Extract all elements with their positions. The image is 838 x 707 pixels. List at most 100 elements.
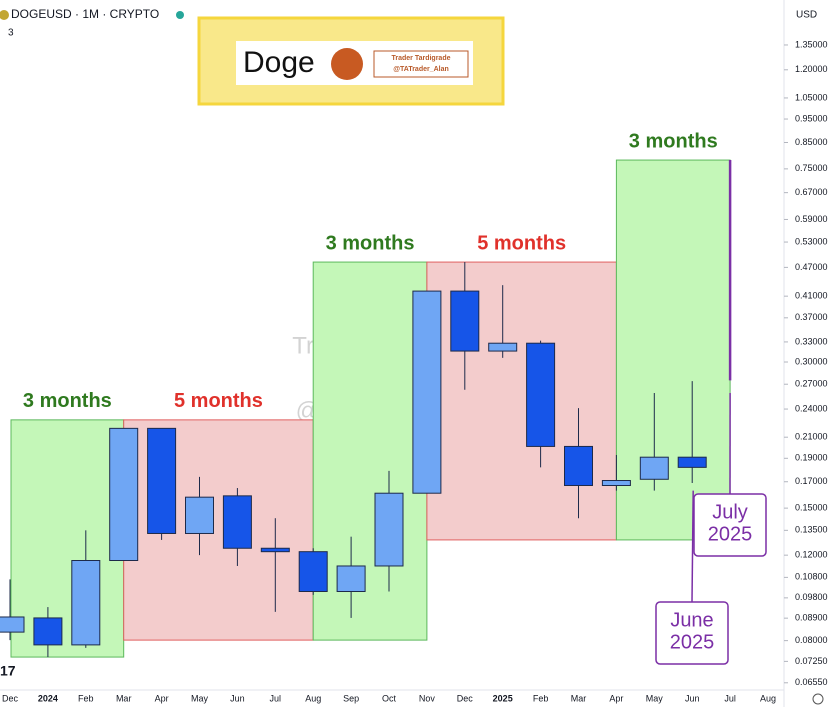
zone: [10, 419, 125, 658]
x-tick-label: Dec: [2, 693, 19, 703]
callout-text: 2025: [708, 523, 753, 545]
candle-body: [374, 492, 404, 567]
y-tick-label: 0.07250: [795, 656, 828, 666]
currency-label: USD: [796, 10, 817, 21]
logo-line: Trader Tardigrade: [391, 55, 450, 62]
callout-text: June: [670, 609, 713, 631]
y-tick-label: 0.30000: [795, 356, 828, 366]
candle-body: [336, 565, 366, 592]
x-tick-label: Sep: [343, 693, 359, 703]
y-tick-label: 0.21000: [795, 432, 828, 442]
candle-body: [564, 445, 593, 486]
x-tick-label: Jun: [230, 693, 245, 703]
candle-body: [601, 480, 631, 486]
x-tick-label: Apr: [155, 693, 169, 703]
logo-line: @TATrader_Alan: [393, 66, 449, 73]
y-tick-label: 0.33000: [795, 336, 828, 346]
candle-body: [677, 456, 707, 468]
candle-body: [185, 496, 214, 534]
candle-body: [412, 290, 442, 494]
x-tick-label: Oct: [382, 693, 397, 703]
x-tick-label: May: [646, 693, 664, 703]
y-tick-label: 0.37000: [795, 312, 828, 322]
x-tick-label: Mar: [116, 693, 132, 703]
candle-body: [488, 342, 518, 352]
y-tick-label: 0.13500: [795, 525, 828, 535]
callout-box: [655, 601, 729, 665]
y-tick-label: 1.05000: [795, 92, 828, 102]
candle-body: [33, 617, 63, 646]
x-tick-label: 2024: [38, 693, 58, 703]
logo: Doge Trader Tardigrade @TATrader_Alan: [197, 16, 505, 106]
y-tick-label: 0.10800: [795, 572, 828, 582]
y-tick-label: 0.12000: [795, 550, 828, 560]
y-tick-label: 0.27000: [795, 379, 828, 389]
callout-text: July: [712, 501, 748, 523]
y-tick-label: 0.24000: [795, 403, 828, 413]
x-tick-label: Jun: [685, 693, 700, 703]
x-tick-label: May: [191, 693, 209, 703]
zone-label: 5 months: [174, 390, 263, 412]
x-tick-label: Mar: [571, 693, 587, 703]
x-tick-label: Apr: [609, 693, 623, 703]
y-tick-label: 0.08900: [795, 613, 828, 623]
y-tick-label: 0.59000: [795, 214, 828, 224]
candle-body: [109, 427, 139, 562]
settings-icon[interactable]: [812, 693, 824, 705]
y-tick-label: 0.67000: [795, 187, 828, 197]
y-tick-label: 1.35000: [795, 39, 828, 49]
x-tick-label: 2025: [493, 693, 513, 703]
candle-body: [639, 456, 669, 480]
x-tick-label: Jul: [724, 693, 736, 703]
x-tick-label: Aug: [760, 693, 776, 703]
y-tick-label: 0.08000: [795, 635, 828, 645]
y-tick-label: 0.06550: [795, 677, 828, 687]
x-tick-label: Dec: [457, 693, 474, 703]
zone-label: 3 months: [326, 232, 415, 254]
y-tick-label: 1.20000: [795, 64, 828, 74]
x-tick-label: Nov: [419, 693, 436, 703]
candle-body: [260, 547, 290, 553]
zone: [615, 159, 731, 541]
candle-body: [526, 342, 556, 447]
callout-text: 2025: [670, 631, 715, 653]
candle-body: [147, 427, 177, 534]
y-tick-label: 0.95000: [795, 113, 828, 123]
candle-body: [298, 551, 328, 592]
y-tick-label: 0.19000: [795, 453, 828, 463]
logo-title: Doge: [243, 46, 315, 79]
zone-label: 3 months: [629, 130, 718, 152]
logo-icon: [331, 48, 363, 80]
logo-tag: [373, 50, 469, 78]
candle-body: [71, 560, 101, 646]
status-dot: [176, 11, 184, 19]
x-tick-label: Aug: [305, 693, 321, 703]
callout-box: [693, 493, 767, 557]
x-tick-label: Feb: [78, 693, 94, 703]
y-tick-label: 0.41000: [795, 291, 828, 301]
candle-body: [0, 616, 25, 633]
y-tick-label: 0.15000: [795, 503, 828, 513]
x-tick-label: Feb: [533, 693, 549, 703]
y-tick-label: 0.85000: [795, 137, 828, 147]
y-tick-label: 0.17000: [795, 476, 828, 486]
price-axis-panel: [784, 0, 838, 707]
chart-title: DOGEUSD · 1M · CRYPTO: [11, 7, 159, 21]
badge: 3: [8, 28, 14, 39]
y-tick-label: 0.53000: [795, 236, 828, 246]
coin-icon: [0, 10, 9, 20]
candle-body: [222, 495, 252, 549]
y-tick-label: 0.75000: [795, 163, 828, 173]
zone-label: 3 months: [23, 390, 112, 412]
zone-label: 5 months: [477, 232, 566, 254]
callout-pointer: [691, 490, 694, 603]
zone: [312, 261, 428, 641]
candle-body: [450, 290, 480, 352]
y-tick-label: 0.09800: [795, 592, 828, 602]
plot-area: Trader Tardigrade@TATrader_Alan3 months5…: [0, 130, 767, 665]
x-tick-label: Jul: [270, 693, 282, 703]
tv-logo: 17: [0, 663, 16, 679]
y-tick-label: 0.47000: [795, 262, 828, 272]
